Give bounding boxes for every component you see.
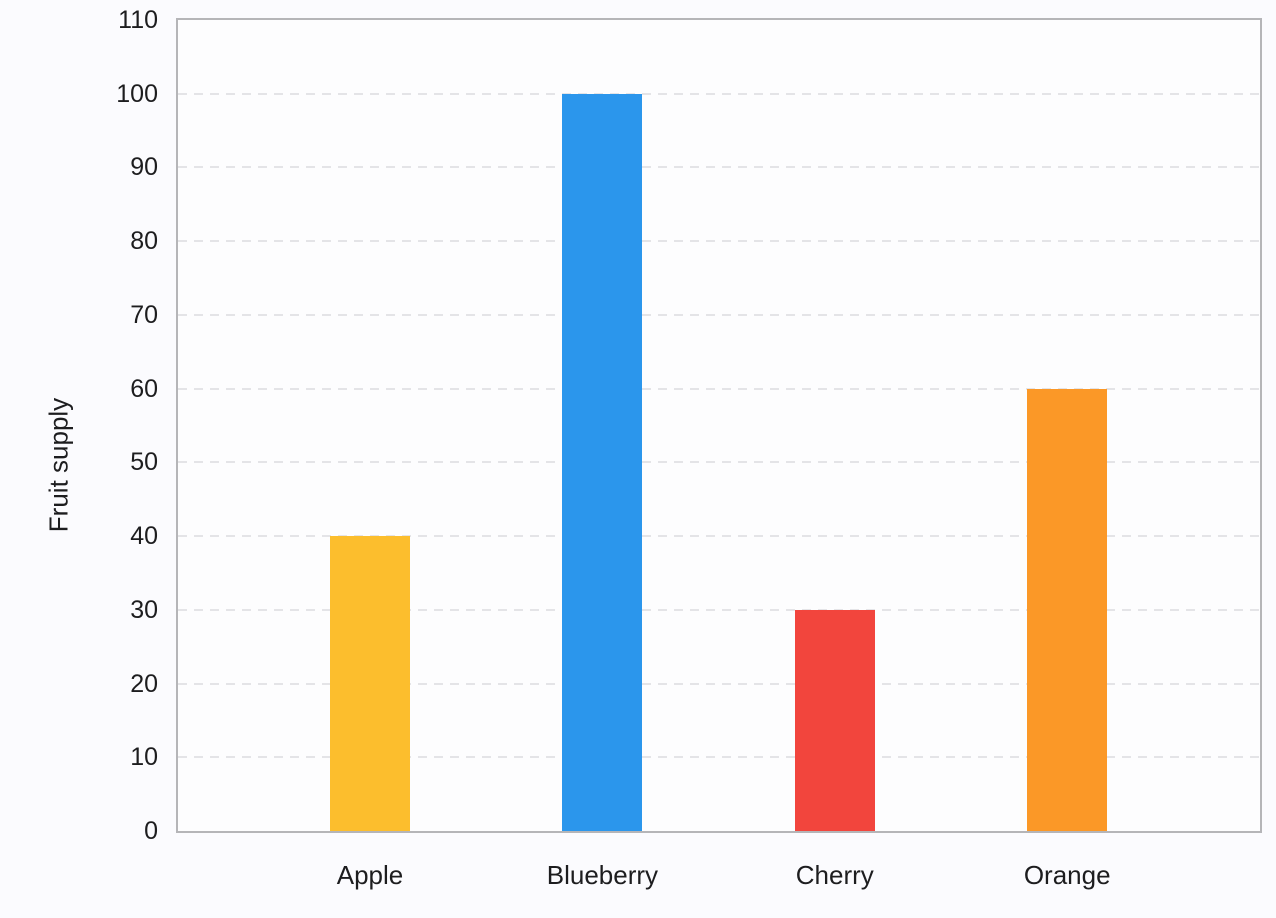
gridline-50 — [178, 461, 1260, 464]
bar-apple — [330, 536, 410, 831]
gridline-30 — [178, 608, 1260, 611]
y-tick-label-10: 10 — [130, 743, 158, 772]
x-category-label-blueberry: Blueberry — [546, 860, 659, 890]
gridline-100 — [178, 92, 1260, 95]
x-category-label-cherry: Cherry — [795, 860, 874, 890]
y-tick-label-100: 100 — [116, 79, 158, 108]
gridline-80 — [178, 240, 1260, 243]
x-axis-category-labels: Apple Blueberry Cherry Orange — [178, 833, 1260, 903]
y-tick-label-40: 40 — [130, 522, 158, 551]
y-tick-label-90: 90 — [130, 153, 158, 182]
gridline-10 — [178, 756, 1260, 759]
gridline-40 — [178, 535, 1260, 538]
gridline-90 — [178, 166, 1260, 169]
bar-orange — [1027, 389, 1108, 831]
y-tick-label-30: 30 — [130, 595, 158, 624]
y-tick-label-110: 110 — [118, 6, 158, 34]
bar-blueberry — [562, 94, 643, 831]
y-tick-label-20: 20 — [130, 669, 158, 698]
bar-cherry — [794, 610, 875, 831]
gridline-60 — [178, 387, 1260, 390]
y-tick-label-70: 70 — [130, 300, 158, 329]
y-tick-label-60: 60 — [130, 374, 158, 403]
y-tick-label-50: 50 — [130, 448, 158, 477]
gridline-70 — [178, 313, 1260, 316]
y-axis-tick-labels: 0 10 20 30 40 50 60 70 80 90 100 110 — [0, 6, 158, 845]
y-tick-label-80: 80 — [130, 227, 158, 256]
x-category-label-apple: Apple — [336, 860, 404, 890]
plot-area — [176, 18, 1262, 833]
gridline-20 — [178, 682, 1260, 685]
x-category-label-orange: Orange — [1023, 860, 1111, 890]
y-tick-label-0: 0 — [144, 817, 158, 845]
